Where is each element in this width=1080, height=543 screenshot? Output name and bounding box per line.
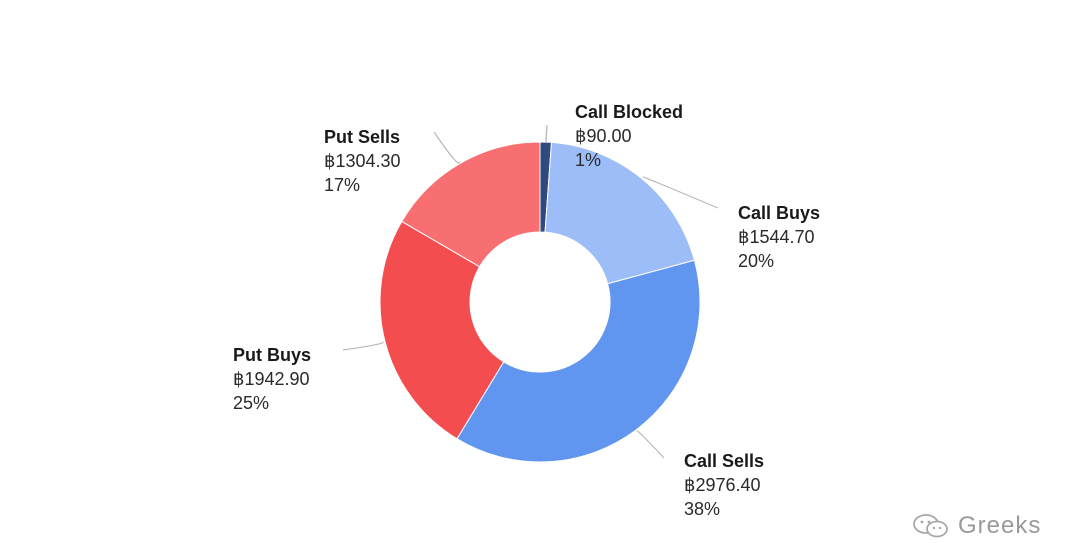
watermark: Greeks <box>912 512 1041 540</box>
wechat-icon <box>913 514 948 538</box>
label-put-sells: Put Sells ฿1304.30 17% <box>324 125 401 197</box>
label-call-blocked-name: Call Blocked <box>575 102 684 122</box>
label-put-sells-percent: 17% <box>324 175 361 195</box>
label-put-buys-value: ฿1942.90 <box>233 369 310 389</box>
label-put-sells-name: Put Sells <box>324 127 401 147</box>
label-call-sells-value: ฿2976.40 <box>684 475 761 495</box>
label-call-blocked-percent: 1% <box>575 150 602 170</box>
leader-line-call-sells <box>636 430 665 459</box>
watermark-text: Greeks <box>958 512 1042 539</box>
slice-put-buys <box>379 220 505 440</box>
slice-call-sells <box>456 259 701 463</box>
label-call-blocked: Call Blocked ฿90.00 1% <box>575 100 683 172</box>
slice-call-buys <box>544 141 696 285</box>
label-put-sells-value: ฿1304.30 <box>324 151 401 171</box>
label-put-buys: Put Buys ฿1942.90 25% <box>233 343 311 415</box>
label-call-blocked-value: ฿90.00 <box>575 126 632 146</box>
label-call-buys: Call Buys ฿1544.70 20% <box>738 201 820 273</box>
label-call-buys-name: Call Buys <box>738 203 821 223</box>
leader-line-call-blocked <box>545 124 548 143</box>
leader-line-put-buys <box>342 341 384 351</box>
label-call-sells: Call Sells ฿2976.40 38% <box>684 449 764 521</box>
label-call-buys-value: ฿1544.70 <box>738 227 815 247</box>
leader-line-put-sells <box>433 131 460 164</box>
label-call-buys-percent: 20% <box>738 251 775 271</box>
label-put-buys-percent: 25% <box>233 393 270 413</box>
label-put-buys-name: Put Buys <box>233 345 312 365</box>
label-call-sells-percent: 38% <box>684 499 721 519</box>
slice-put-sells <box>401 141 541 268</box>
slice-layer <box>379 141 701 463</box>
label-call-sells-name: Call Sells <box>684 451 765 471</box>
